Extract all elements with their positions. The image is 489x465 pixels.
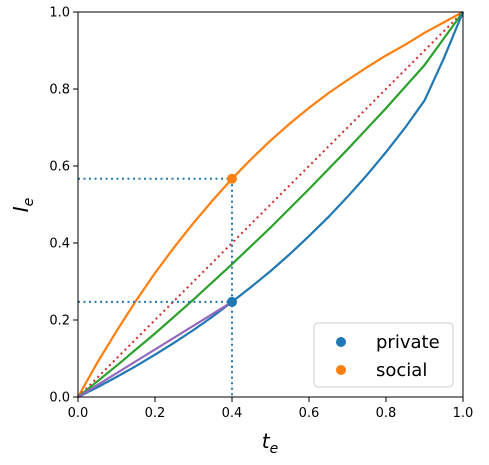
x-tick-label: 0.6 [299, 406, 320, 421]
y-axis-label: Ie [9, 198, 37, 213]
curve-2 [77, 11, 464, 398]
x-tick-label: 0.2 [145, 406, 166, 421]
x-tick-label: 0.4 [222, 406, 243, 421]
curve-4 [77, 300, 233, 398]
y-tick-label: 0.2 [49, 314, 70, 329]
x-axis-label: te [262, 429, 278, 457]
y-tick-label: 0.4 [49, 237, 70, 252]
y-tick-label: 0.6 [49, 160, 70, 175]
x-tick-label: 1.0 [453, 406, 474, 421]
legend-items: private social [336, 332, 440, 381]
curves-layer [77, 11, 465, 398]
y-tick-label: 1.0 [49, 6, 70, 21]
x-tick-label: 0.0 [68, 406, 89, 421]
legend-label-social: social [376, 360, 427, 381]
guides-layer [78, 177, 233, 397]
legend-box [313, 322, 454, 388]
curve-3 [77, 11, 465, 398]
points-layer [227, 173, 237, 307]
guide-line-0 [78, 177, 233, 397]
legend-marker-social [336, 365, 346, 375]
plot-frame [77, 11, 464, 398]
y-tick-label: 0.0 [49, 391, 70, 406]
point-social [227, 173, 237, 184]
y-tick-label: 0.8 [49, 83, 70, 98]
legend: private social [313, 322, 454, 388]
legend-marker-private [336, 337, 346, 347]
x-tick-label: 0.8 [376, 406, 397, 421]
point-private [227, 296, 237, 307]
curve-0 [77, 11, 464, 398]
y-axis-ticks: 0.0 0.2 0.4 0.6 0.8 1.0 [49, 6, 78, 406]
x-axis-ticks: 0.0 0.2 0.4 0.6 0.8 1.0 [68, 397, 474, 421]
legend-label-private: private [376, 332, 440, 353]
